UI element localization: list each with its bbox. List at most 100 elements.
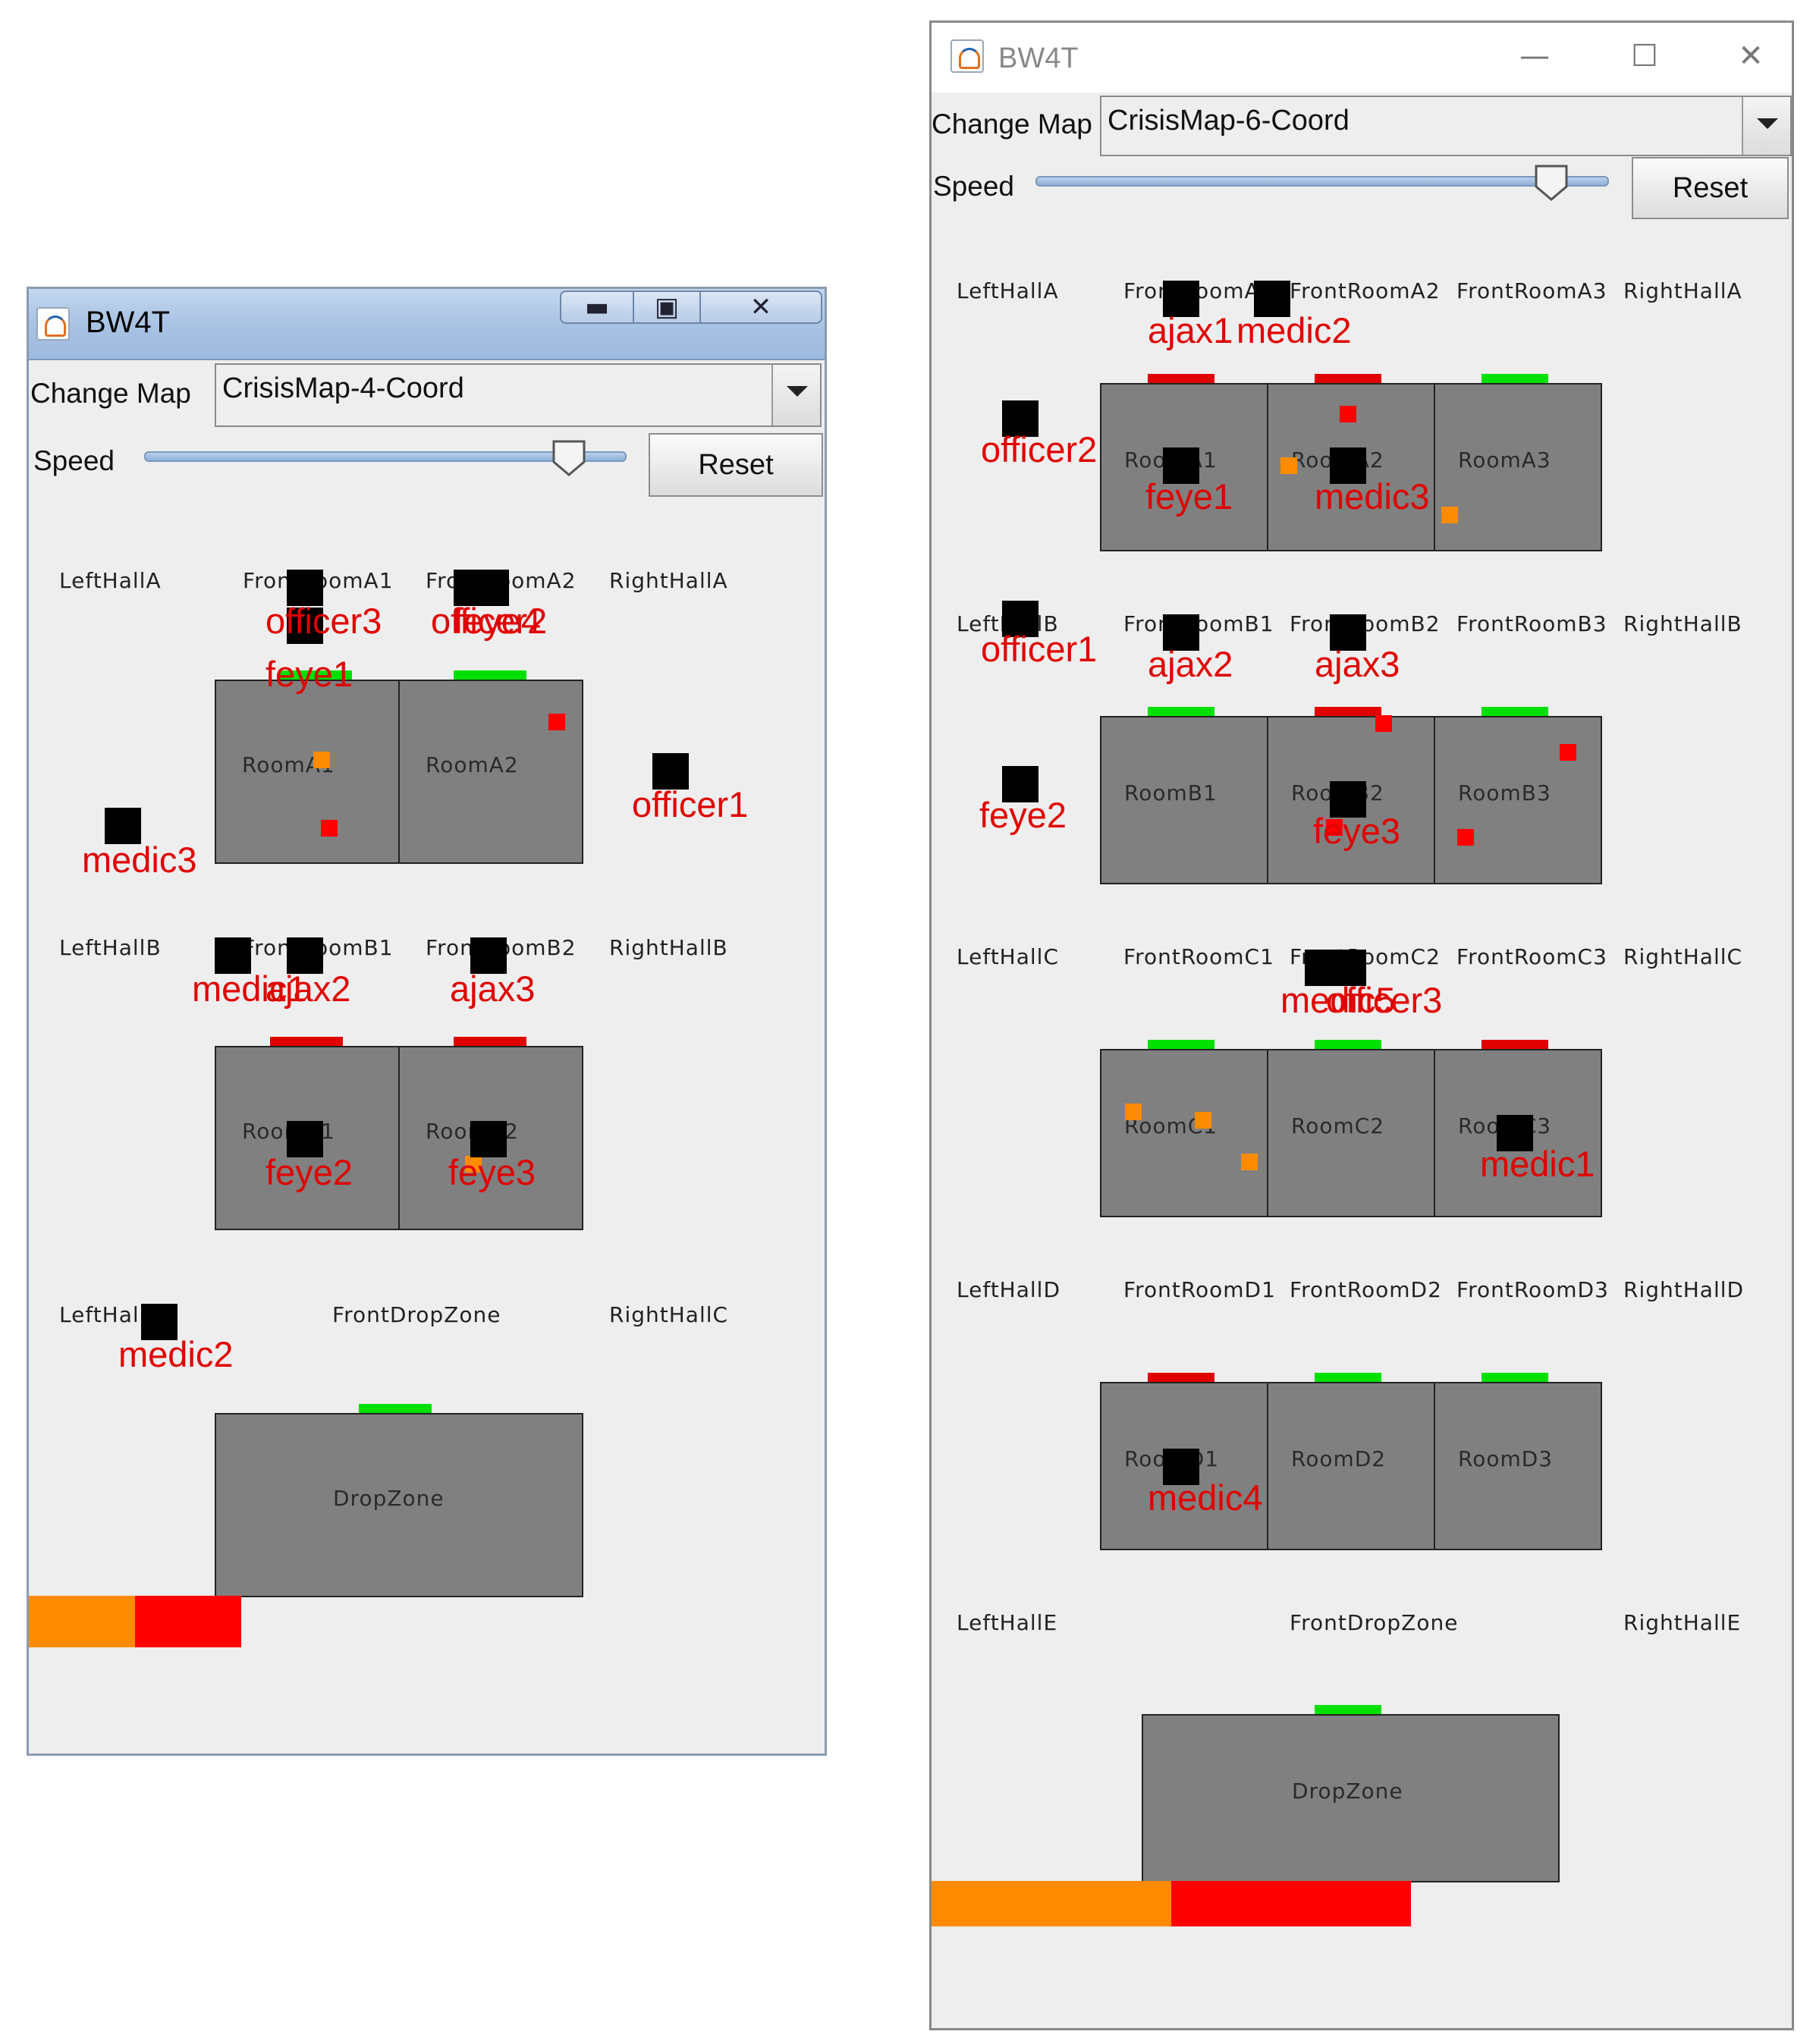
room-label: RoomD2 [1291,1446,1387,1471]
agent-label: officer2 [981,429,1098,469]
change-map-label: Change Map [932,108,1092,140]
door-open [279,670,352,680]
agent-marker[interactable] [1330,950,1366,986]
door-closed [1148,374,1214,383]
close-icon[interactable]: ✕ [699,290,822,324]
hall-label: FrontRoomC1 [1123,944,1274,969]
speed-label: Speed [933,171,1014,202]
agent-marker[interactable] [287,1121,323,1157]
agent-marker[interactable] [287,608,323,644]
agent-marker[interactable] [287,937,323,974]
room: RoomC1 [1100,1049,1268,1217]
hall-label: RightHallD [1623,1277,1745,1302]
agent-marker[interactable] [470,937,507,974]
agent-marker[interactable] [1163,1449,1199,1485]
agent-label: medic1 [192,969,307,1009]
agent-label: medic2 [118,1334,234,1374]
agent-marker[interactable] [1497,1115,1533,1151]
door-open [1482,1373,1548,1382]
speed-slider-track[interactable] [144,451,627,462]
agent-marker[interactable] [1002,766,1038,802]
room: RoomB3 [1434,716,1602,884]
reset-button[interactable]: Reset [649,433,823,497]
room-label: RoomB3 [1458,780,1551,805]
hall-label: FrontDropZone [1290,1610,1459,1635]
door-open [1482,374,1548,383]
map-select[interactable]: CrisisMap-6-Coord [1100,96,1792,156]
agent-marker[interactable] [215,937,251,974]
change-map-label: Change Map [30,378,191,409]
agent-marker[interactable] [1163,281,1199,317]
agent-label: feye4 [454,601,541,641]
room: RoomB1 [1100,716,1268,884]
door-open [1315,1040,1381,1049]
agent-marker[interactable] [1330,781,1366,818]
hall-label: FrontRoomB3 [1456,611,1607,636]
agent-marker[interactable] [652,753,689,790]
room: RoomC2 [1267,1049,1435,1217]
sequence-block-orange [932,1881,1171,1926]
agent-marker[interactable] [141,1304,178,1340]
block-red [321,820,338,837]
hall-label: LeftHallA [957,278,1059,303]
block-orange [1125,1104,1142,1120]
sequence-block-red [135,1596,241,1647]
speed-slider-thumb[interactable] [1534,164,1569,202]
door-open [1148,1040,1214,1049]
agent-marker[interactable] [1163,447,1199,484]
block-orange [465,1156,482,1173]
agent-marker[interactable] [1163,614,1199,651]
block-orange [1195,1112,1211,1129]
maximize-icon[interactable]: ▣ [633,290,701,324]
minimize-icon[interactable]: ▬ [560,290,634,324]
agent-label: medic2 [1236,310,1352,350]
door-closed [270,1037,343,1046]
block-red [548,714,565,730]
agent-label: officer1 [981,629,1098,669]
sequence-block-orange [29,1596,135,1647]
hall-label: FrontRoomD3 [1456,1277,1609,1302]
door-open [1148,707,1214,716]
chevron-down-icon[interactable] [771,365,820,425]
block-red [1340,406,1356,422]
agent-label: feye3 [1313,811,1400,851]
agent-label: medic3 [1315,476,1430,516]
hall-label: LeftHallE [957,1610,1058,1635]
hall-label: RightHallB [1623,611,1742,636]
title-bar[interactable]: BW4T — ☐ ✕ [932,23,1792,93]
agent-marker[interactable] [1330,447,1366,484]
door-closed [454,1037,526,1046]
agent-marker[interactable] [1330,614,1366,651]
agent-marker[interactable] [1002,601,1038,637]
room-label: RoomC2 [1291,1113,1385,1138]
hall-label: RightHallA [1623,278,1742,303]
agent-marker[interactable] [473,570,509,606]
title-bar[interactable]: BW4T ▬ ▣ ✕ [29,289,825,360]
java-cup-icon [36,307,70,341]
agent-marker[interactable] [470,1121,507,1157]
hall-label: FrontRoomA2 [1290,278,1441,303]
minimize-icon[interactable]: — [1519,39,1550,74]
drop-zone: DropZone [1142,1714,1560,1882]
room-label: RoomB1 [1124,780,1218,805]
reset-button[interactable]: Reset [1632,157,1789,219]
agent-marker[interactable] [1254,281,1290,317]
door-closed [1315,374,1381,383]
agent-marker[interactable] [287,570,323,606]
hall-label: FrontRoomA3 [1456,278,1607,303]
speed-slider-track[interactable] [1035,176,1609,187]
chevron-down-icon[interactable] [1742,97,1790,155]
door-closed [1315,707,1381,716]
hall-label: FrontRoomC3 [1456,944,1607,969]
hall-label: LeftHallB [59,935,162,960]
agent-label: officer3 [1326,980,1443,1020]
close-icon[interactable]: ✕ [1738,39,1764,74]
speed-slider-thumb[interactable] [551,439,586,477]
agent-label: medic5 [1280,980,1396,1020]
hall-label: RightHallA [609,568,728,593]
door-open [1315,1705,1381,1714]
maximize-icon[interactable]: ☐ [1631,39,1658,74]
agent-marker[interactable] [105,808,141,844]
agent-marker[interactable] [1002,400,1038,437]
map-select[interactable]: CrisisMap-4-Coord [215,363,822,427]
